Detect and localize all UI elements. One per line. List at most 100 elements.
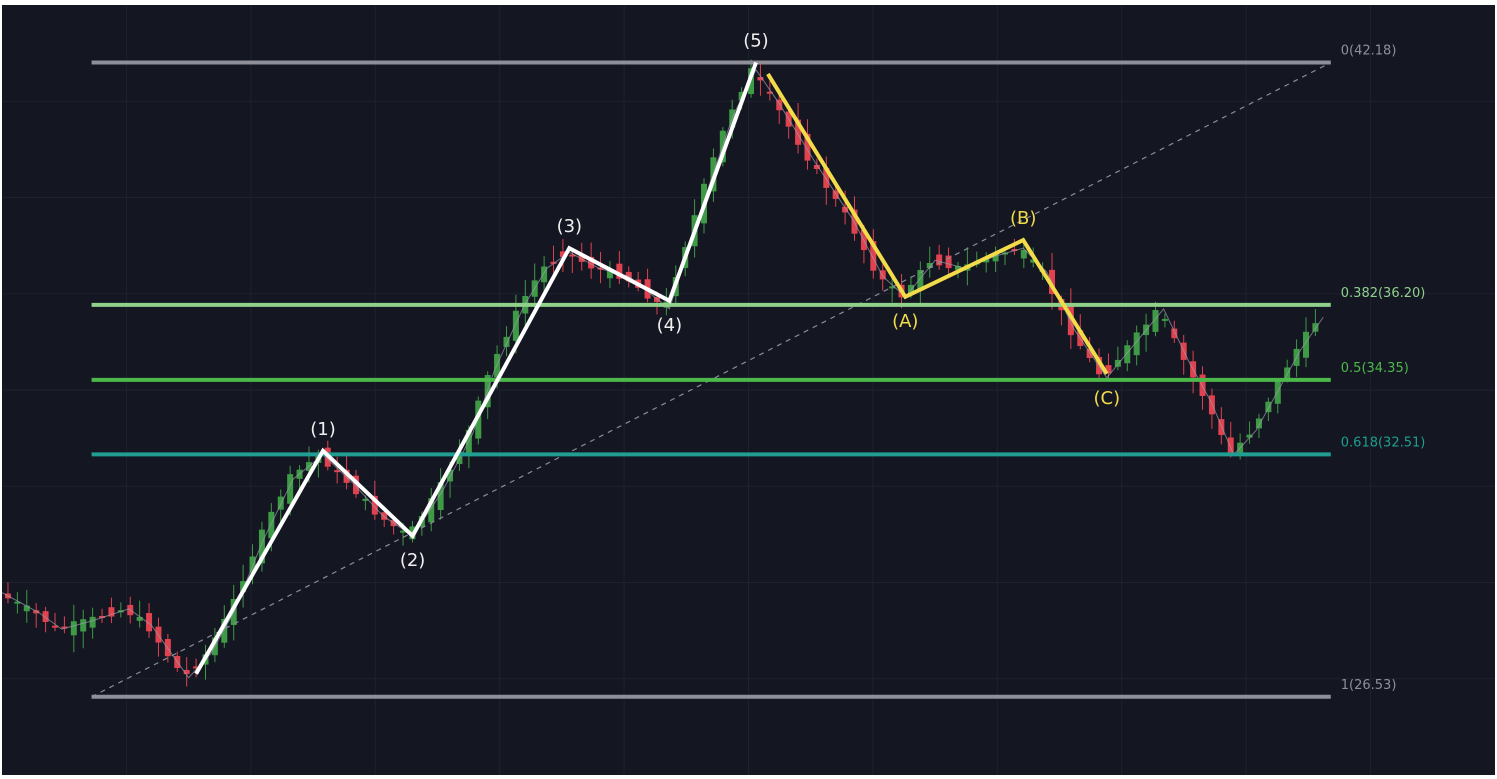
candle-body <box>33 610 40 614</box>
candle-body <box>240 581 247 593</box>
candle-body <box>475 400 482 439</box>
candle-body <box>61 626 68 629</box>
candle-body <box>1152 310 1159 332</box>
candle-body <box>945 255 952 269</box>
candle-body <box>559 251 566 258</box>
candle-body <box>804 133 811 161</box>
candle-body <box>936 254 943 266</box>
corrective-wave-label: (B) <box>1010 208 1036 229</box>
gridlines <box>2 5 1495 775</box>
candle-body <box>1246 434 1253 438</box>
candle-body <box>1312 323 1319 332</box>
candle-body <box>268 511 275 539</box>
candle-body <box>447 469 454 482</box>
candle-body <box>258 529 265 564</box>
fib-trend-dashed-line <box>91 62 1332 698</box>
candle-body <box>1086 348 1093 358</box>
candle-body <box>193 666 200 669</box>
corrective-wave-line <box>766 72 1109 375</box>
candle-body <box>606 269 613 279</box>
elliott-wave-chart: 0(42.18) 0.382(36.20) 0.5(34.35) 0.618(32.5… <box>2 5 1495 775</box>
candle-body <box>146 613 153 632</box>
corrective-wave-label: (A) <box>892 311 918 332</box>
wave-labels: (1) (2) (3) (4) (5) (A) (B) (C) <box>310 31 1120 571</box>
candle-body <box>879 270 886 280</box>
candle-body <box>588 256 595 269</box>
impulse-wave-label: (2) <box>400 550 426 571</box>
candle-body <box>1124 345 1131 364</box>
candle-body <box>362 498 369 501</box>
candle-body <box>183 669 190 675</box>
fib-retracement: 0(42.18) 0.382(36.20) 0.5(34.35) 0.618(32.5… <box>91 44 1426 699</box>
candle-body <box>136 616 143 621</box>
candle-body <box>1133 332 1140 356</box>
candle-body <box>99 615 106 618</box>
candle-body <box>371 495 378 515</box>
candle-body <box>992 253 999 262</box>
candle-body <box>1171 328 1178 339</box>
candle-body <box>1255 418 1262 429</box>
candle-body <box>832 190 839 199</box>
impulse-wave-label: (3) <box>557 216 583 237</box>
candle-body <box>1302 331 1309 358</box>
candle-body <box>287 474 294 504</box>
candle-body <box>352 475 359 495</box>
candle-body <box>42 611 49 622</box>
candle-body <box>616 263 623 279</box>
candle-body <box>776 99 783 111</box>
fib-level-label: 0(42.18) <box>1341 44 1397 59</box>
candle-body <box>1274 381 1281 404</box>
candle-body <box>80 619 87 632</box>
candle-body <box>249 556 256 574</box>
candle-body <box>89 616 96 628</box>
fib-level-label: 1(26.53) <box>1341 678 1397 693</box>
candle-body <box>1011 249 1018 252</box>
price-path <box>2 68 1324 679</box>
candle-body <box>343 469 350 483</box>
candle-body <box>870 241 877 271</box>
candle-body <box>221 618 228 643</box>
candle-body <box>428 498 435 523</box>
wave-lines <box>194 61 1109 675</box>
candle-body <box>1020 249 1027 259</box>
candle-body <box>766 91 773 94</box>
impulse-wave-line <box>194 61 758 675</box>
candle-body <box>1265 401 1272 413</box>
candle-body <box>334 470 341 473</box>
impulse-wave-label: (4) <box>657 315 683 336</box>
candle-body <box>954 265 961 270</box>
candle-body <box>23 605 30 612</box>
candle-body <box>813 164 820 169</box>
candle-body <box>889 286 896 289</box>
fib-level-label: 0.618(32.51) <box>1341 435 1426 450</box>
chart-panel: 0(42.18) 0.382(36.20) 0.5(34.35) 0.618(32.5… <box>2 5 1495 775</box>
candle-body <box>503 336 510 347</box>
candle-body <box>1227 437 1234 453</box>
candle-body <box>653 297 660 302</box>
candle-body <box>1114 359 1121 367</box>
candle-body <box>108 607 115 617</box>
candle-body <box>14 601 21 604</box>
candle-body <box>757 77 764 81</box>
candle-body <box>926 262 933 268</box>
candle-body <box>437 482 444 510</box>
candle-body <box>277 496 284 510</box>
fib-level-label: 0.382(36.20) <box>1341 286 1426 301</box>
candle-body <box>550 261 557 264</box>
fib-trend-line <box>91 62 1332 698</box>
candle-body <box>512 310 519 341</box>
candle-body <box>456 451 463 464</box>
impulse-wave-label: (5) <box>743 31 769 52</box>
candle-body <box>569 254 576 257</box>
candle-body <box>842 206 849 213</box>
candle-body <box>52 625 59 628</box>
corrective-wave-label: (C) <box>1094 388 1121 409</box>
candle-body <box>795 119 802 145</box>
candle-body <box>823 167 830 188</box>
candle-body <box>917 270 924 291</box>
price-line <box>2 68 1324 679</box>
candle-body <box>400 530 407 533</box>
candle-body <box>1105 365 1112 374</box>
candle-body <box>541 266 548 283</box>
candle-body <box>70 621 77 636</box>
